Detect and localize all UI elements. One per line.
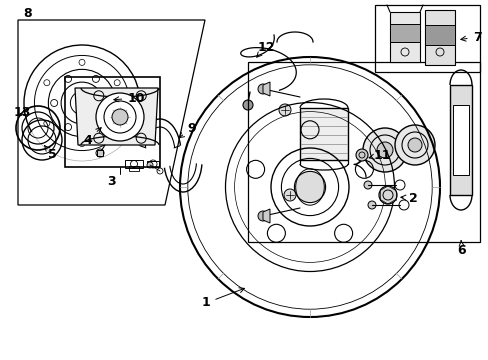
Circle shape: [376, 142, 392, 158]
Circle shape: [279, 104, 290, 116]
Bar: [389, 24, 419, 42]
Polygon shape: [75, 88, 158, 145]
Text: 13: 13: [13, 105, 31, 118]
Circle shape: [363, 181, 371, 189]
Text: 5: 5: [44, 146, 56, 161]
Text: 11: 11: [368, 149, 390, 162]
Circle shape: [362, 128, 406, 172]
Circle shape: [378, 186, 396, 204]
Polygon shape: [263, 209, 269, 223]
Text: 8: 8: [23, 6, 32, 19]
Text: 4: 4: [83, 128, 101, 147]
Text: 9: 9: [179, 122, 196, 138]
Circle shape: [96, 93, 143, 141]
Circle shape: [407, 138, 421, 152]
Bar: [424, 25, 454, 45]
Polygon shape: [263, 82, 269, 96]
Polygon shape: [424, 10, 454, 65]
Text: 7: 7: [460, 31, 480, 44]
Polygon shape: [97, 150, 103, 156]
Bar: [129, 166, 139, 171]
Bar: [65, 77, 160, 167]
Circle shape: [112, 109, 128, 125]
Bar: [449, 85, 471, 195]
Polygon shape: [389, 12, 419, 62]
Bar: [452, 105, 468, 175]
Circle shape: [147, 162, 153, 168]
Circle shape: [243, 100, 252, 110]
Text: 2: 2: [400, 192, 417, 204]
Circle shape: [355, 149, 367, 161]
Text: 6: 6: [457, 240, 466, 256]
Circle shape: [258, 84, 267, 94]
Bar: [125, 160, 142, 168]
Text: 12: 12: [256, 41, 274, 57]
Circle shape: [394, 125, 434, 165]
Bar: [147, 161, 159, 167]
Circle shape: [294, 171, 325, 203]
Circle shape: [367, 201, 375, 209]
Circle shape: [258, 211, 267, 221]
Text: 3: 3: [107, 175, 116, 188]
Text: 10: 10: [114, 91, 144, 104]
Text: 1: 1: [201, 288, 244, 310]
Circle shape: [284, 189, 295, 201]
Bar: [299, 108, 347, 160]
